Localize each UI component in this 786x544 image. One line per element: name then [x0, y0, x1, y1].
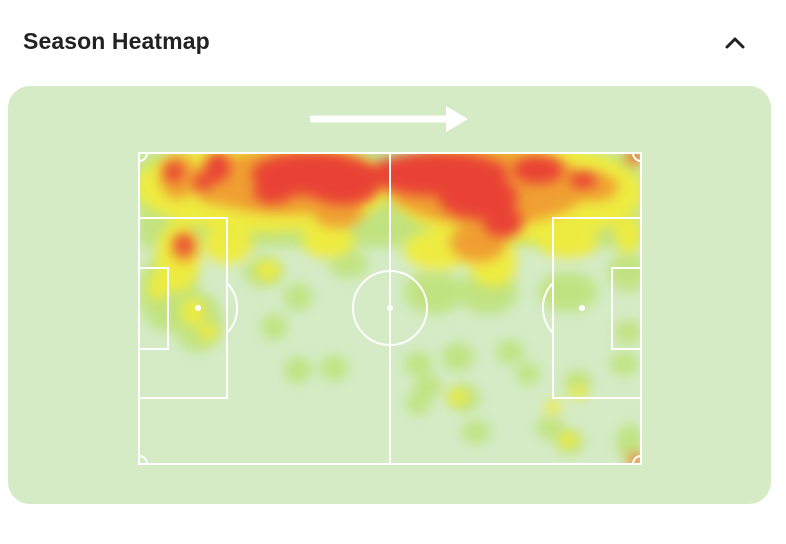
heatmap-header: Season Heatmap [0, 0, 786, 86]
football-pitch [138, 152, 642, 465]
pitch-spots [195, 305, 585, 311]
pitch-lines [138, 152, 642, 465]
chevron-up-icon [725, 37, 745, 49]
section-title: Season Heatmap [23, 28, 210, 54]
arrow-right-icon [310, 106, 468, 132]
collapse-button[interactable] [718, 26, 752, 60]
